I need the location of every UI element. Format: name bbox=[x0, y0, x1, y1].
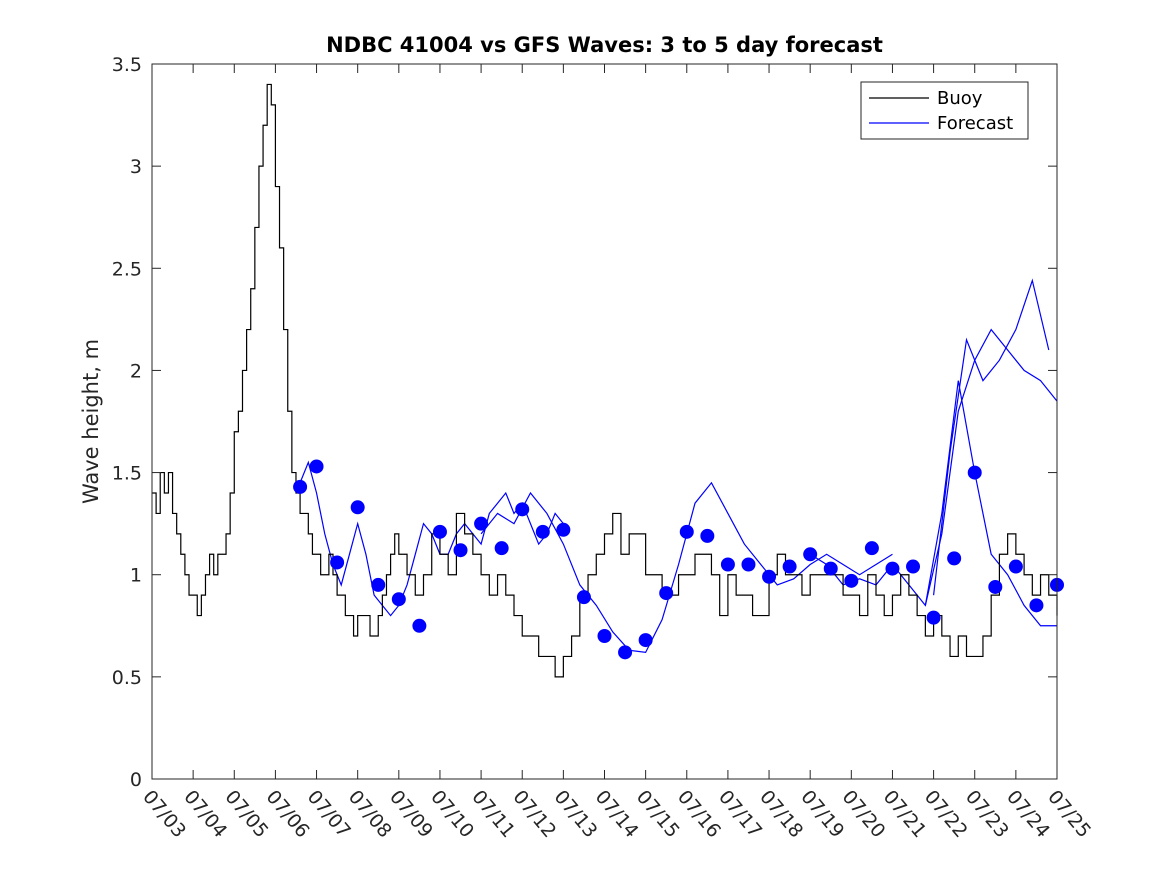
chart-title: NDBC 41004 vs GFS Waves: 3 to 5 day fore… bbox=[326, 33, 883, 57]
y-tick-label: 1.5 bbox=[112, 463, 142, 485]
forecast-point bbox=[926, 610, 941, 625]
x-tick-label: 07/07 bbox=[303, 786, 355, 842]
forecast-point bbox=[1008, 559, 1023, 574]
y-tick-label: 3 bbox=[130, 156, 142, 178]
y-tick-label: 3.5 bbox=[112, 54, 142, 76]
x-tick-label: 07/15 bbox=[632, 786, 684, 842]
x-tick-label: 07/05 bbox=[220, 786, 272, 842]
forecast-point bbox=[906, 559, 921, 574]
forecast-point bbox=[885, 561, 900, 576]
x-tick-label: 07/25 bbox=[1043, 786, 1095, 842]
y-tick-label: 0.5 bbox=[112, 667, 142, 689]
x-tick-label: 07/20 bbox=[837, 786, 889, 842]
forecast-point bbox=[350, 500, 365, 515]
forecast-point bbox=[535, 524, 550, 539]
forecast-point bbox=[432, 524, 447, 539]
forecast-point bbox=[700, 528, 715, 543]
x-tick-label: 07/09 bbox=[385, 786, 437, 842]
x-tick-label: 07/08 bbox=[344, 786, 396, 842]
x-tick-label: 07/24 bbox=[1002, 786, 1054, 842]
y-tick-label: 1 bbox=[130, 565, 142, 587]
x-tick-label: 07/16 bbox=[673, 786, 725, 842]
forecast-point bbox=[844, 573, 859, 588]
y-axis: 0 0.5 1 1.5 2 2.5 3 3.5 bbox=[112, 54, 1057, 791]
forecast-point bbox=[293, 479, 308, 494]
x-tick-label: 07/03 bbox=[138, 786, 190, 842]
forecast-point bbox=[494, 541, 509, 556]
forecast-trace-line bbox=[924, 380, 1057, 627]
forecast-point bbox=[515, 502, 530, 517]
series-layer bbox=[152, 83, 1058, 678]
forecast-point bbox=[453, 543, 468, 558]
legend-label: Buoy bbox=[937, 88, 983, 109]
forecast-point bbox=[556, 522, 571, 537]
forecast-point bbox=[1029, 598, 1044, 613]
forecast-point bbox=[330, 555, 345, 570]
y-tick-label: 0 bbox=[130, 769, 142, 791]
forecast-point bbox=[947, 551, 962, 566]
forecast-point bbox=[679, 524, 694, 539]
forecast-point bbox=[309, 459, 324, 474]
forecast-point bbox=[597, 629, 612, 643]
legend-label: Forecast bbox=[937, 113, 1013, 134]
forecast-point bbox=[803, 547, 818, 562]
y-tick-label: 2.5 bbox=[112, 258, 142, 280]
forecast-point bbox=[474, 516, 489, 531]
forecast-point bbox=[741, 557, 756, 572]
buoy-series-line bbox=[152, 83, 1058, 678]
y-tick-label: 2 bbox=[130, 360, 142, 382]
x-tick-label: 07/06 bbox=[262, 786, 314, 842]
forecast-point bbox=[391, 592, 406, 607]
x-tick-label: 07/21 bbox=[879, 786, 931, 842]
forecast-point bbox=[988, 579, 1003, 594]
x-tick-label: 07/23 bbox=[961, 786, 1013, 842]
x-tick-label: 07/19 bbox=[796, 786, 848, 842]
forecast-point bbox=[638, 633, 653, 648]
x-tick-label: 07/12 bbox=[508, 786, 560, 842]
forecast-point bbox=[967, 465, 982, 480]
forecast-point bbox=[782, 559, 797, 574]
x-tick-label: 07/18 bbox=[755, 786, 807, 842]
forecast-point bbox=[823, 561, 838, 576]
forecast-point bbox=[618, 645, 633, 660]
y-axis-label: Wave height, m bbox=[79, 339, 103, 504]
x-tick-label: 07/04 bbox=[179, 786, 231, 842]
x-tick-label: 07/17 bbox=[714, 786, 766, 842]
x-tick-label: 07/10 bbox=[426, 786, 478, 842]
forecast-point bbox=[371, 577, 386, 592]
legend: Buoy Forecast bbox=[860, 81, 1029, 140]
forecast-trace-line bbox=[932, 278, 1050, 596]
forecast-point bbox=[720, 557, 735, 572]
plot-background bbox=[152, 64, 1057, 779]
x-tick-label: 07/22 bbox=[920, 786, 972, 842]
x-tick-label: 07/13 bbox=[550, 786, 602, 842]
forecast-point bbox=[576, 590, 591, 605]
legend-box bbox=[860, 81, 1029, 140]
forecast-point bbox=[762, 569, 777, 584]
forecast-point bbox=[659, 586, 674, 601]
x-tick-label: 07/14 bbox=[591, 786, 643, 842]
x-tick-label: 07/11 bbox=[467, 786, 519, 842]
forecast-point bbox=[864, 541, 879, 556]
forecast-point bbox=[412, 618, 427, 633]
